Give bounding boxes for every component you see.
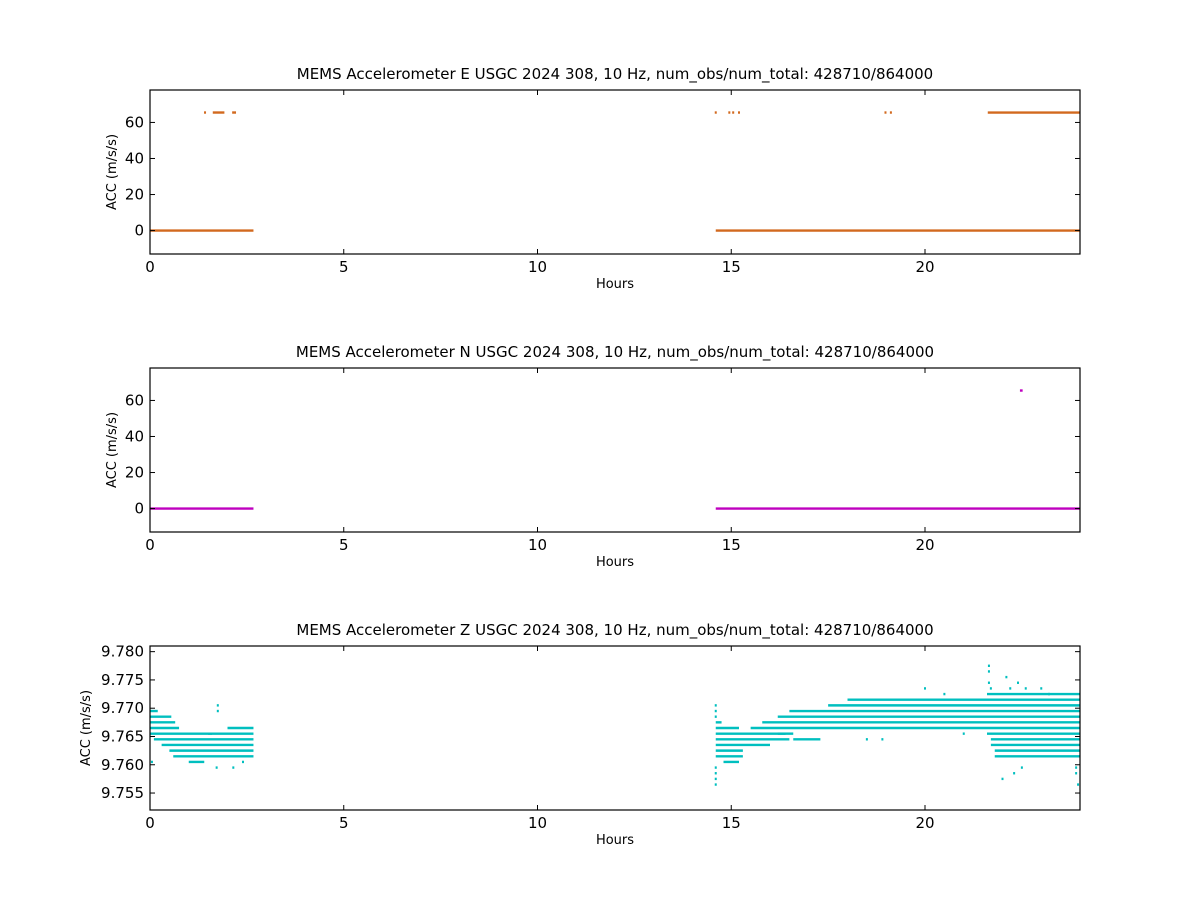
data-point (1001, 777, 1004, 781)
data-point (987, 664, 990, 667)
data-point (943, 692, 946, 696)
x-tick-label: 15 (722, 814, 741, 832)
x-tick-label: 10 (528, 258, 547, 276)
y-tick-label: 0 (134, 500, 144, 518)
data-point (1048, 692, 1050, 696)
data-point (865, 738, 868, 741)
y-tick-label: 20 (125, 464, 144, 482)
data-point (714, 783, 717, 786)
data-point (215, 766, 218, 769)
data-point (714, 704, 717, 707)
chart-title: MEMS Accelerometer Z USGC 2024 308, 10 H… (296, 621, 933, 640)
plot-frame (149, 645, 1081, 811)
y-tick-label: 40 (125, 149, 144, 167)
data-point (714, 709, 717, 713)
chart-panel-2: MEMS Accelerometer Z USGC 2024 308, 10 H… (79, 621, 1081, 848)
y-axis-label: ACC (m/s/s) (105, 412, 120, 488)
data-point (924, 687, 926, 690)
x-tick-label: 5 (339, 814, 349, 832)
plot-frame (149, 367, 1081, 533)
data-point (1024, 687, 1027, 690)
x-tick-label: 15 (722, 258, 741, 276)
data-point (881, 738, 884, 741)
data-point (714, 111, 717, 114)
data-point (232, 766, 235, 769)
data-point (714, 777, 717, 781)
x-axis-label: Hours (596, 833, 634, 848)
data-point (889, 111, 892, 114)
data-point (204, 111, 207, 114)
x-tick-label: 20 (915, 536, 934, 554)
chart-title: MEMS Accelerometer N USGC 2024 308, 10 H… (296, 343, 934, 362)
y-tick-label: 60 (125, 391, 144, 409)
data-point (714, 772, 717, 775)
y-tick-label: 9.765 (101, 727, 144, 745)
y-tick-label: 0 (134, 222, 144, 240)
chart-panel-1: MEMS Accelerometer N USGC 2024 308, 10 H… (105, 343, 1081, 570)
y-tick-label: 9.775 (101, 671, 144, 689)
x-tick-label: 0 (145, 258, 155, 276)
y-tick-label: 60 (125, 113, 144, 131)
chart-panel-0: MEMS Accelerometer E USGC 2024 308, 10 H… (105, 65, 1081, 292)
data-point (738, 111, 740, 114)
data-point (989, 687, 992, 690)
x-tick-label: 0 (145, 536, 155, 554)
data-point (714, 766, 717, 769)
data-point (987, 670, 990, 673)
data-point (962, 732, 965, 735)
data-point (1005, 675, 1008, 679)
data-point (884, 111, 887, 114)
x-tick-label: 5 (339, 536, 349, 554)
x-axis-label: Hours (596, 277, 634, 292)
plot-frame (149, 89, 1081, 255)
y-axis-label: ACC (m/s/s) (79, 690, 94, 766)
y-tick-label: 9.780 (101, 643, 144, 661)
x-tick-label: 10 (528, 814, 547, 832)
data-point (714, 715, 717, 718)
chart-title: MEMS Accelerometer E USGC 2024 308, 10 H… (297, 65, 933, 84)
y-tick-label: 40 (125, 427, 144, 445)
data-point (150, 760, 153, 764)
y-tick-label: 20 (125, 186, 144, 204)
y-tick-label: 9.770 (101, 699, 144, 717)
data-point (242, 760, 244, 764)
data-point (1040, 687, 1043, 690)
y-tick-label: 9.755 (101, 784, 144, 802)
data-point (1075, 772, 1078, 775)
x-tick-label: 15 (722, 536, 741, 554)
data-point (1020, 766, 1023, 769)
data-point (1013, 772, 1016, 775)
x-tick-label: 0 (145, 814, 155, 832)
data-point (216, 704, 219, 707)
data-point (216, 709, 219, 713)
data-point (1017, 681, 1019, 684)
x-tick-label: 10 (528, 536, 547, 554)
data-point (987, 681, 990, 684)
y-tick-label: 9.760 (101, 756, 144, 774)
data-point (1077, 783, 1080, 786)
data-point (1075, 766, 1078, 769)
data-point (732, 111, 735, 114)
data-point (1009, 687, 1012, 690)
y-axis-label: ACC (m/s/s) (105, 134, 120, 210)
x-tick-label: 5 (339, 258, 349, 276)
x-tick-label: 20 (915, 814, 934, 832)
x-tick-label: 20 (915, 258, 934, 276)
data-point (728, 111, 731, 114)
x-axis-label: Hours (596, 555, 634, 570)
